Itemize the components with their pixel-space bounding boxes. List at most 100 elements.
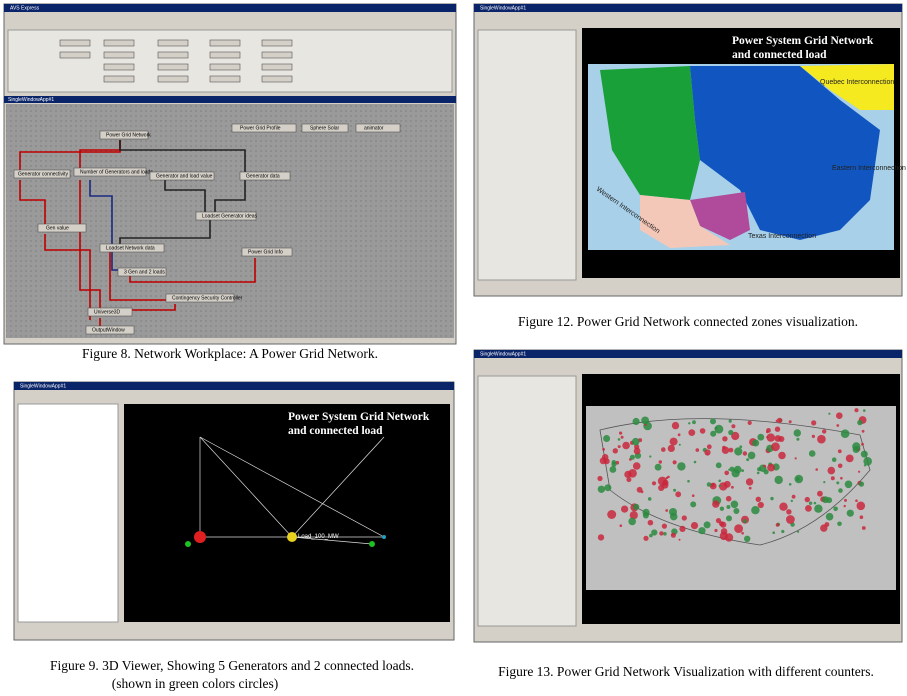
load-dot [724, 533, 734, 542]
edges [199, 436, 385, 545]
load-dot [863, 464, 867, 467]
load-dot [675, 491, 682, 498]
load-dot [778, 451, 786, 460]
caption: Figure 13. Power Grid Network Visualizat… [498, 664, 874, 679]
load-dot [837, 521, 842, 527]
library-modules [59, 39, 293, 83]
load-label: Load_100_MW [298, 534, 339, 540]
load-dot [786, 515, 795, 524]
load-dot [718, 484, 721, 487]
load-dot [793, 429, 801, 437]
load-dot [817, 490, 823, 497]
node-label: Loadset Network data [106, 246, 155, 252]
load-dot [629, 511, 638, 520]
load-dot [678, 443, 681, 446]
load-dot [691, 494, 695, 498]
caption: Figure 12. Power Grid Network connected … [518, 314, 858, 329]
load-dot [677, 462, 686, 471]
load-dot [725, 495, 732, 502]
canvas-title: SingleWindowApp#1 [8, 97, 54, 103]
load-dot [863, 409, 866, 412]
load-dot [837, 463, 843, 469]
title-bar [14, 382, 454, 390]
load-dot [840, 476, 843, 480]
load-dot [617, 438, 621, 441]
load-dot [863, 457, 872, 466]
load-dot [791, 494, 796, 499]
figure-13: SingleWindowApp#1 Figure 13. Power Grid … [473, 349, 903, 679]
load-dot [710, 483, 715, 487]
region-label: Eastern Interconnection [832, 165, 906, 172]
load-dot [766, 433, 775, 442]
load-dot [751, 506, 760, 515]
load-dot [673, 488, 677, 492]
load-dot [661, 447, 666, 452]
region-label: Texas Interconnection [748, 233, 816, 240]
load-dot [657, 476, 667, 486]
load-dot [726, 515, 732, 522]
load-dot [770, 496, 774, 501]
load-dot [756, 471, 760, 475]
title-bar [474, 4, 902, 12]
load-dot [771, 442, 780, 452]
load-dot [672, 460, 677, 465]
load-dot [729, 466, 735, 472]
load-dot [811, 420, 817, 426]
load-dot [728, 429, 734, 436]
load-dot [746, 458, 750, 462]
load-dot [658, 460, 662, 464]
node-label: Number of Generators and loads [80, 170, 153, 176]
eastern-zone [690, 66, 880, 240]
load-dot [609, 466, 617, 473]
load-dot [837, 449, 842, 454]
load-dot [794, 474, 804, 484]
load-dot [628, 517, 636, 526]
load-dot [690, 501, 697, 508]
node-label: Universe3D [94, 310, 121, 316]
load-dot [767, 463, 775, 472]
node-label: Power Grid Network [106, 133, 151, 139]
load-dot [861, 429, 865, 433]
window-title: SingleWindowApp#1 [480, 352, 526, 358]
load-dot [766, 430, 769, 434]
canvas-grid [6, 104, 454, 338]
load-dot [775, 523, 780, 527]
load-dot [611, 460, 616, 465]
load-dot [788, 420, 792, 424]
title-bar [4, 4, 456, 12]
load-dot [741, 469, 744, 472]
load-dot [642, 508, 650, 516]
load-dot [781, 529, 785, 534]
load-dots [597, 408, 872, 542]
load-dot [796, 437, 800, 441]
load-dot [629, 454, 635, 460]
node-label: Gen value [46, 226, 69, 232]
load-dot [827, 466, 836, 475]
load-dot [693, 460, 697, 464]
load-dot [728, 419, 732, 423]
load-dot [710, 430, 717, 437]
load-dot [669, 437, 678, 446]
load-dot [706, 482, 712, 487]
connections [19, 140, 256, 330]
load-dot [651, 481, 657, 486]
load-dot [714, 426, 718, 430]
load-dot [719, 506, 725, 511]
map-area [586, 406, 896, 590]
load-dot [744, 535, 751, 542]
load-dot [688, 429, 696, 436]
load-dot [852, 446, 860, 453]
load-dot [706, 444, 712, 450]
load-dot [728, 447, 734, 453]
load-dot [776, 417, 783, 424]
load-dot [731, 424, 736, 429]
map-outline [599, 418, 871, 546]
load-dot [649, 533, 653, 538]
load-dot [836, 412, 843, 420]
load-dot [690, 522, 699, 530]
load-dot [604, 484, 612, 492]
load-dot [724, 470, 729, 476]
load-dot [844, 480, 853, 489]
load-dot [597, 475, 603, 482]
node-label: animator [364, 126, 384, 132]
